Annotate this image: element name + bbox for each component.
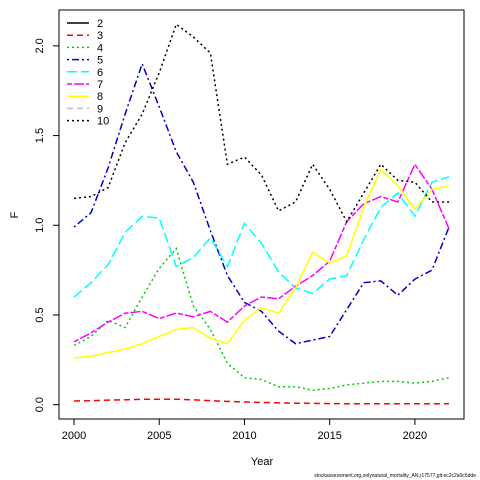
legend-label: 5 — [97, 55, 103, 67]
y-tick-label: 2.0 — [34, 38, 46, 53]
series-line — [73, 176, 450, 298]
series-line — [73, 23, 449, 224]
plot-frame — [58, 9, 465, 420]
y-tick-label: 0.0 — [34, 397, 46, 412]
y-axis-label: F — [9, 211, 21, 218]
legend-label: 3 — [97, 30, 103, 42]
x-tick-label: 2020 — [403, 430, 427, 442]
legend-label: 4 — [97, 42, 103, 54]
series-line — [73, 168, 450, 359]
x-tick-label: 2005 — [147, 430, 171, 442]
legend-label: 2 — [97, 18, 103, 30]
series-line — [73, 247, 450, 392]
legend-label: 10 — [97, 116, 109, 128]
x-tick-label: 2010 — [232, 430, 256, 442]
y-tick-label: 1.5 — [34, 128, 46, 143]
x-tick-label: 2015 — [317, 430, 341, 442]
series-line — [73, 61, 450, 345]
y-tick-label: 1.0 — [34, 218, 46, 233]
legend-label: 6 — [97, 67, 103, 79]
legend-label: 7 — [97, 79, 103, 91]
footnote: stockassessment.org,onlynatural_mortalit… — [314, 473, 476, 479]
legend-label: 9 — [97, 103, 103, 115]
x-tick-label: 2000 — [62, 430, 86, 442]
series-line — [73, 398, 449, 405]
y-tick-label: 0.5 — [34, 307, 46, 322]
x-axis-label: Year — [251, 456, 274, 468]
legend-label: 8 — [97, 91, 103, 103]
series-line — [73, 162, 450, 343]
